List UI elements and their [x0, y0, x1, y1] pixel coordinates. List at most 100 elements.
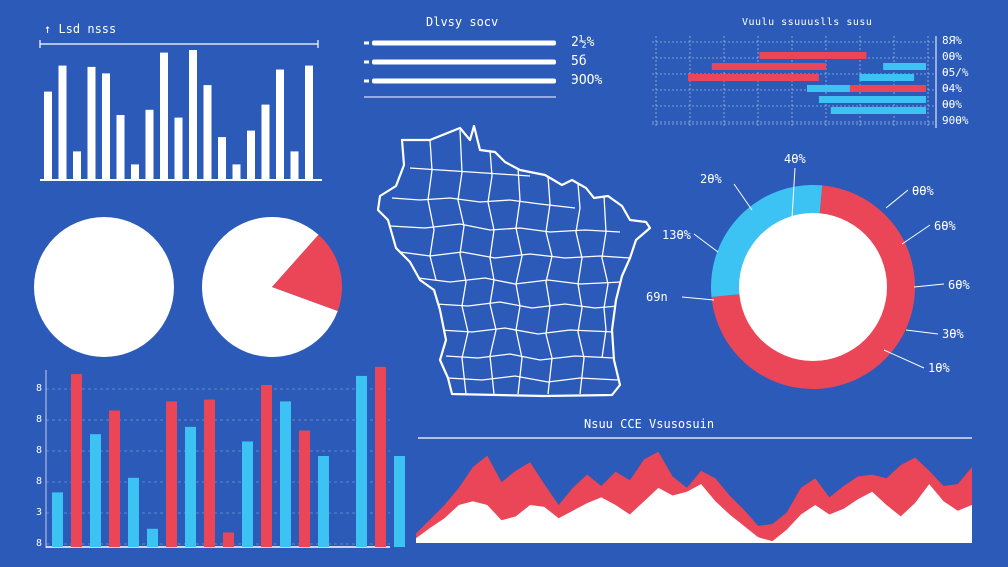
pie-middle-slice	[202, 216, 338, 357]
top-right-tick-label: ѲѲ%	[942, 98, 962, 111]
top-left-bar	[116, 115, 125, 180]
top-left-bar	[160, 52, 168, 180]
donut-callout-line	[733, 183, 753, 211]
top-right-bar-segment	[807, 85, 879, 92]
area-series-white	[416, 484, 972, 543]
state-outline	[376, 124, 652, 398]
top-left-bar	[145, 109, 154, 180]
bottom-left-bar-cyan	[128, 477, 139, 547]
bottom-left-tick-label: 8	[36, 445, 43, 456]
progress-bar	[372, 78, 556, 84]
top-left-bar	[73, 151, 81, 180]
top-left-bar	[58, 65, 67, 180]
top-left-bar	[232, 164, 241, 180]
bottom-left-bar-cyan	[280, 401, 291, 547]
top-left-bar	[131, 164, 139, 180]
top-left-bar	[189, 50, 197, 180]
bottom-left-bar-red	[223, 532, 234, 547]
top-right-bar-segment	[849, 85, 926, 92]
top-right-tick-label: 8Я%	[942, 34, 962, 47]
bottom-left-tick-label: 3	[36, 507, 43, 518]
top-right-bar-segment	[883, 63, 926, 70]
bottom-left-bar-cyan	[242, 441, 253, 547]
top-left-bar	[174, 117, 183, 180]
bottom-left-tick-label: 8	[36, 538, 43, 549]
progress-label: 2½%	[571, 35, 595, 50]
donut-callout-line	[913, 283, 945, 288]
donut-callout-label: 1Ѳ%	[928, 361, 950, 375]
top-left-bar	[102, 73, 110, 180]
top-right-bar-segment	[830, 107, 926, 114]
donut-callout-label: 6Ѳ%	[948, 278, 970, 292]
progress-bullet	[364, 60, 369, 64]
donut-callout-line	[693, 233, 719, 253]
bottom-left-bar-red	[261, 385, 272, 547]
donut-callout-line	[791, 167, 796, 219]
top-right-tick-label: 0Ѳ%	[942, 50, 962, 63]
bottom-left-bar-cyan	[356, 375, 367, 547]
bottom-left-tick-label: 8	[36, 414, 43, 425]
bottom-left-bar-red	[71, 374, 82, 547]
top-left-bar	[203, 85, 212, 180]
top-left-bar	[261, 104, 270, 180]
donut-callout-label: 4Ѳ%	[784, 152, 806, 166]
bottom-left-bar-red	[204, 399, 215, 547]
top-left-bar	[290, 151, 299, 180]
top-left-bar	[305, 65, 313, 180]
top-right-bar-segment	[859, 74, 915, 81]
progress-bullet	[364, 79, 369, 83]
bottom-left-bar-cyan	[90, 434, 101, 547]
top-left-bar	[247, 130, 255, 180]
donut-callout-label: ѲѲ%	[912, 184, 934, 198]
top-center-title: Dlvsy socv	[426, 15, 499, 29]
progress-label: 5б	[571, 54, 587, 69]
pie-middle-slice	[272, 234, 342, 312]
donut-slice	[710, 185, 823, 297]
bottom-left-bar-red	[299, 430, 310, 547]
donut-slice	[711, 185, 916, 390]
area-series-red	[416, 451, 972, 543]
top-right-bar-segment	[688, 74, 819, 81]
donut-callout-line	[883, 349, 925, 369]
top-right-tick-label: 90Ѳ%	[942, 114, 969, 127]
donut-callout-label: 6Ѳ%	[934, 219, 956, 233]
top-right-bar-segment	[818, 96, 926, 103]
bottom-left-bar-cyan	[185, 426, 196, 547]
top-left-bar	[218, 137, 226, 180]
bottom-left-bar-cyan	[52, 492, 63, 547]
top-left-bar	[44, 91, 52, 180]
bottom-left-bar-cyan	[318, 456, 329, 547]
donut-callout-label: 2Ѳ%	[700, 172, 722, 186]
bottom-left-bar-red	[166, 401, 177, 547]
bottom-left-tick-label: 8	[36, 383, 43, 394]
donut-hole	[739, 213, 887, 361]
donut-callout-label: ЗѲ%	[942, 327, 964, 341]
donut-callout-label: 1ЗѲ%	[662, 228, 691, 242]
donut-callout-line	[885, 189, 909, 209]
top-left-bar	[87, 66, 96, 180]
bottom-left-tick-label: 8	[36, 476, 43, 487]
donut-callout-label: 69n	[646, 290, 668, 304]
top-right-bar-segment	[759, 52, 867, 59]
top-right-chart-title: Vuulu ssuuuslls susu	[742, 17, 873, 28]
top-left-chart-title: ↑ Lsd nsss	[44, 22, 117, 36]
county-borders	[389, 129, 631, 395]
progress-bar	[372, 59, 556, 65]
donut-callout-line	[901, 224, 931, 245]
lower-right-chart-title: Nsuu CCE Vsusosuin	[584, 417, 715, 431]
bottom-left-bar-cyan	[147, 528, 158, 547]
donut-callout-line	[905, 329, 939, 335]
donut-callout-line	[681, 296, 715, 301]
progress-label: ЭОО%	[571, 73, 603, 88]
top-right-bar-segment	[711, 63, 827, 70]
progress-bar	[372, 40, 556, 46]
top-right-tick-label: Ѳ5/%	[942, 66, 969, 79]
bottom-left-bar-red	[375, 366, 386, 547]
bottom-left-bar-red	[109, 410, 120, 547]
pie-left-slice	[34, 217, 174, 357]
